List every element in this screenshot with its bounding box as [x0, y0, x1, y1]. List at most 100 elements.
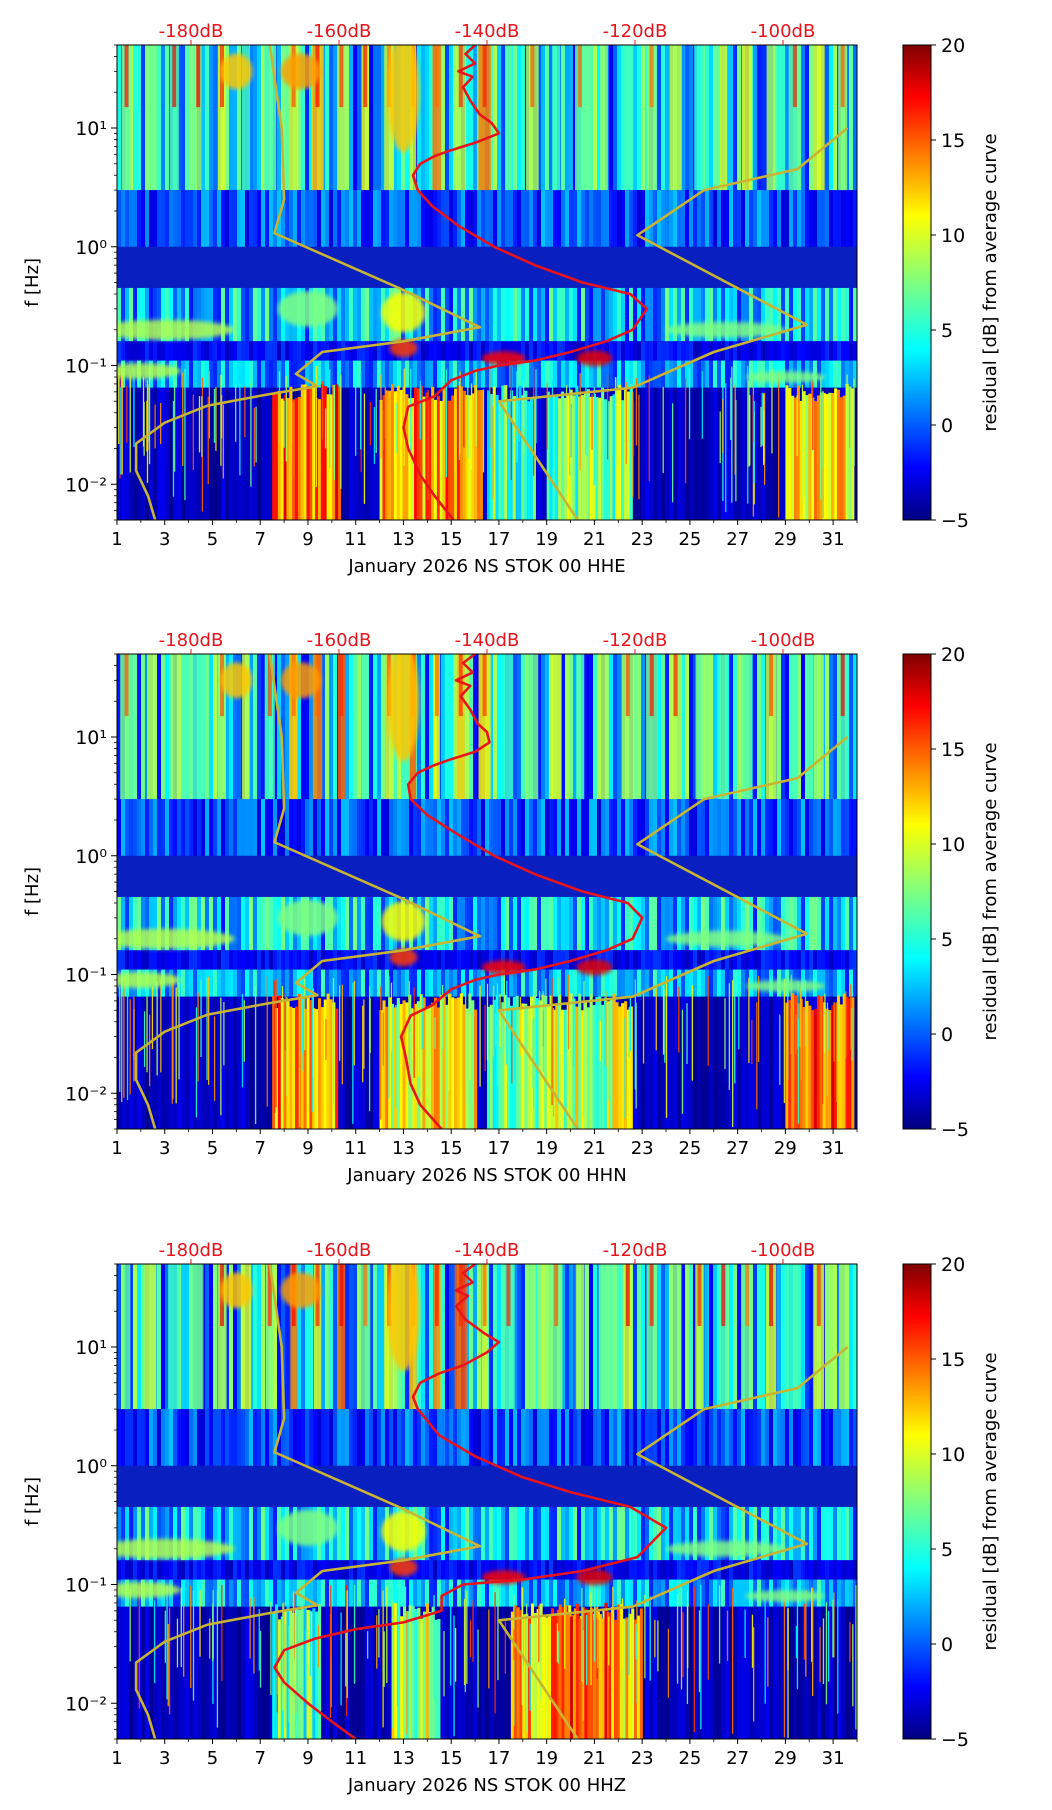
colorbar-tick-label: 15 — [941, 130, 965, 152]
top-db-label: -160dB — [307, 21, 372, 42]
y-tick-label: 10⁻¹ — [65, 965, 107, 987]
x-tick-label: 7 — [254, 1748, 265, 1769]
average-psd-curve — [402, 45, 649, 520]
y-axis: 10⁻² 10⁻¹ 10⁰ 10¹ f [Hz] — [22, 44, 117, 521]
x-tick-label: 19 — [535, 1748, 558, 1769]
x-axis-label: January 2026 NS STOK 00 HHE — [347, 556, 625, 577]
y-axis-label: f [Hz] — [22, 1477, 43, 1526]
high-noise-model-curve — [497, 1345, 849, 1739]
x-tick-label: 17 — [487, 529, 510, 550]
x-tick-label: 13 — [392, 1748, 415, 1769]
x-tick-label: 15 — [440, 529, 463, 550]
top-db-label: -100dB — [751, 1240, 816, 1261]
colorbar-tick-label: 5 — [941, 1539, 953, 1561]
x-axis-label: January 2026 NS STOK 00 HHZ — [347, 1775, 626, 1796]
colorbar-gradient — [902, 653, 932, 1130]
top-db-axis: -180dB -160dB -140dB -120dB -100dB — [159, 1240, 816, 1264]
x-tick-label: 21 — [583, 1748, 606, 1769]
heatmap — [117, 1264, 857, 1739]
y-axis-label: f [Hz] — [22, 867, 43, 916]
x-tick-label: 15 — [440, 1138, 463, 1159]
average-psd-curve — [399, 654, 644, 1129]
x-tick-label: 29 — [774, 529, 797, 550]
y-tick-label: 10⁰ — [75, 1456, 107, 1478]
colorbar-gradient — [902, 44, 932, 521]
top-db-label: -120dB — [603, 21, 668, 42]
colorbar-tick-label: −5 — [941, 510, 969, 532]
colorbar-tick-label: 20 — [941, 1254, 965, 1276]
x-tick-label: 13 — [392, 1138, 415, 1159]
x-tick-label: 31 — [822, 1748, 845, 1769]
x-tick-label: 29 — [774, 1748, 797, 1769]
colorbar: 20 15 10 5 0 −5 residual [dB] from average cur… — [902, 35, 1001, 532]
y-axis-label: f [Hz] — [22, 258, 43, 307]
hotspots — [117, 45, 826, 384]
noise-model-curve — [134, 45, 482, 520]
x-tick-label: 1 — [111, 1138, 122, 1159]
top-db-label: -180dB — [159, 21, 224, 42]
x-tick-label: 11 — [344, 529, 367, 550]
top-db-label: -120dB — [603, 630, 668, 651]
x-tick-label: 15 — [440, 1748, 463, 1769]
x-tick-label: 25 — [678, 529, 701, 550]
x-tick-label: 29 — [774, 1138, 797, 1159]
x-tick-label: 21 — [583, 1138, 606, 1159]
top-db-label: -140dB — [455, 630, 520, 651]
colorbar-tick-label: 0 — [941, 1634, 953, 1656]
colorbar-tick-label: 20 — [941, 644, 965, 666]
y-tick-label: 10¹ — [75, 118, 107, 140]
colorbar-tick-label: 5 — [941, 929, 953, 951]
x-tick-label: 7 — [254, 1138, 265, 1159]
x-tick-label: 25 — [678, 1138, 701, 1159]
x-tick-label: 9 — [302, 529, 313, 550]
x-tick-label: 27 — [726, 1748, 749, 1769]
x-tick-label: 27 — [726, 529, 749, 550]
colorbar-tick-label: 10 — [941, 225, 965, 247]
x-tick-label: 21 — [583, 529, 606, 550]
average-psd-curve — [273, 1264, 668, 1739]
top-db-label: -160dB — [307, 630, 372, 651]
x-tick-label: 25 — [678, 1748, 701, 1769]
top-db-label: -140dB — [455, 1240, 520, 1261]
colorbar: 20 15 10 5 0 −5 residual [dB] from average cur… — [902, 1254, 1001, 1751]
colorbar-tick-label: 20 — [941, 35, 965, 57]
colorbar-label: residual [dB] from average curve — [980, 133, 1001, 431]
hotspots — [117, 1264, 826, 1603]
x-tick-label: 11 — [344, 1748, 367, 1769]
x-tick-label: 3 — [159, 1138, 170, 1159]
y-axis: 10⁻² 10⁻¹ 10⁰ 10¹ f [Hz] — [22, 653, 117, 1130]
x-tick-label: 17 — [487, 1748, 510, 1769]
x-tick-label: 13 — [392, 529, 415, 550]
x-axis-label: January 2026 NS STOK 00 HHN — [346, 1165, 626, 1186]
top-db-label: -140dB — [455, 21, 520, 42]
colorbar-tick-label: −5 — [941, 1119, 969, 1141]
y-tick-label: 10⁰ — [75, 237, 107, 259]
colorbar-tick-label: 0 — [941, 415, 953, 437]
x-tick-label: 9 — [302, 1748, 313, 1769]
x-tick-label: 19 — [535, 529, 558, 550]
top-db-label: -100dB — [751, 630, 816, 651]
x-tick-label: 3 — [159, 529, 170, 550]
y-tick-label: 10⁻¹ — [65, 1575, 107, 1597]
noise-model-curve — [134, 654, 482, 1129]
x-tick-label: 5 — [207, 529, 218, 550]
x-tick-label: 7 — [254, 529, 265, 550]
top-db-label: -180dB — [159, 630, 224, 651]
top-db-label: -160dB — [307, 1240, 372, 1261]
y-tick-label: 10⁻² — [65, 474, 107, 496]
x-tick-label: 19 — [535, 1138, 558, 1159]
top-db-label: -100dB — [751, 21, 816, 42]
y-tick-label: 10⁻² — [65, 1083, 107, 1105]
x-tick-label: 17 — [487, 1138, 510, 1159]
top-db-axis: -180dB -160dB -140dB -120dB -100dB — [159, 630, 816, 654]
colorbar: 20 15 10 5 0 −5 residual [dB] from average cur… — [902, 644, 1001, 1141]
y-tick-label: 10⁻² — [65, 1693, 107, 1715]
y-tick-label: 10¹ — [75, 1337, 107, 1359]
low-frequency-blocks — [119, 974, 855, 1129]
heatmap — [117, 654, 857, 1129]
